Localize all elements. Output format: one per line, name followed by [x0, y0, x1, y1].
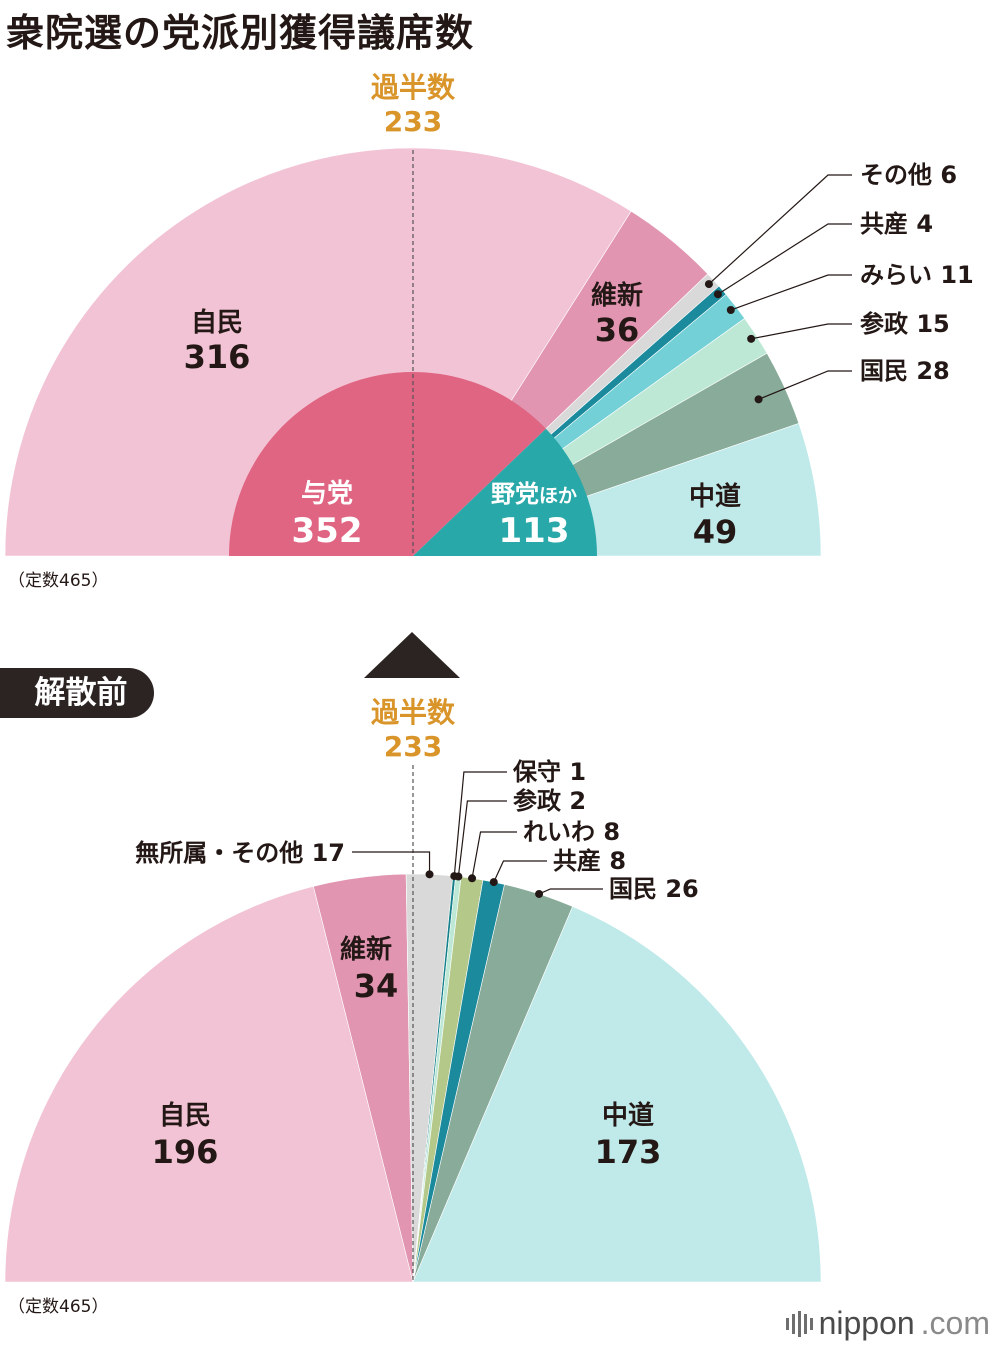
slice-name-label: 中道 — [602, 1100, 654, 1131]
callout-leader — [538, 888, 603, 895]
slice-name-label: 維新 — [591, 280, 643, 311]
slice-name-label: 自民 — [159, 1100, 211, 1131]
slice-value-label: 49 — [693, 513, 738, 551]
callout-label: 共産 8 — [553, 847, 626, 875]
slice-name-label: 野党ほか — [491, 480, 577, 508]
callout-leader — [751, 323, 852, 340]
callout-leader — [708, 174, 852, 285]
slice-value-label: 36 — [595, 311, 640, 349]
logo-tld: .com — [920, 1305, 990, 1341]
slice-name-label: 与党 — [301, 479, 353, 509]
callout-label: 参政 15 — [860, 310, 950, 338]
majority-label: 過半数 — [371, 71, 456, 104]
callout-label: 無所属・その他 17 — [135, 839, 345, 867]
callout-dot — [454, 872, 463, 881]
slice-name-label: 維新 — [340, 934, 392, 965]
callout-dot — [704, 280, 713, 289]
callout-dot — [747, 334, 756, 343]
callout-label: みらい 11 — [860, 261, 974, 289]
callout-dot — [754, 395, 763, 404]
callout-label: その他 6 — [860, 161, 957, 189]
slice-value-label: 173 — [595, 1133, 662, 1171]
callout-leader — [493, 860, 547, 883]
inner-slice-野党ほか — [413, 428, 597, 556]
callout-leader — [471, 831, 517, 879]
slice-name-label: 中道 — [689, 481, 741, 512]
logo-brand: nippon — [818, 1305, 915, 1341]
majority-value: 233 — [384, 105, 442, 138]
callout-dot — [425, 870, 434, 879]
callout-leader — [717, 223, 852, 295]
callout-label: 参政 2 — [513, 787, 586, 815]
callout-dot — [468, 874, 477, 883]
callout-label: 国民 28 — [860, 357, 950, 385]
inner-slice-与党 — [229, 372, 546, 556]
slice-name-label-small: ほか — [539, 485, 577, 507]
callout-leader — [730, 274, 852, 311]
callout-leader — [457, 800, 507, 877]
outer-slice-自民 — [4, 885, 414, 1283]
majority-value: 233 — [384, 730, 442, 763]
seat-total-note: （定数465） — [8, 571, 109, 591]
callout-dot — [535, 889, 544, 898]
callout-label: 国民 26 — [609, 875, 699, 903]
nippon-logo: nippon .com — [785, 1305, 990, 1342]
callout-dot — [713, 290, 722, 299]
callout-leader — [453, 771, 507, 877]
callout-label: 共産 4 — [860, 210, 933, 238]
slice-value-label: 196 — [152, 1133, 219, 1171]
logo-bars-icon — [785, 1310, 813, 1337]
page-title: 衆院選の党派別獲得議席数 — [6, 11, 475, 55]
majority-label: 過半数 — [371, 696, 456, 729]
callout-dot — [726, 306, 735, 315]
callout-leader — [352, 851, 431, 875]
callout-leader — [758, 370, 852, 400]
slice-name-label: 自民 — [191, 307, 243, 338]
callout-label: 保守 1 — [512, 758, 586, 786]
callout-label: れいわ 8 — [523, 818, 620, 846]
seat-total-note: （定数465） — [8, 1297, 109, 1317]
callout-dot — [489, 878, 498, 887]
slice-value-label: 113 — [499, 511, 570, 551]
outer-slice-中道 — [412, 906, 822, 1283]
slice-value-label: 352 — [292, 511, 363, 551]
slice-value-label: 34 — [354, 967, 399, 1005]
before-dissolution-badge: 解散前 — [0, 668, 154, 718]
slice-value-label: 316 — [184, 338, 251, 376]
up-arrow-icon — [364, 632, 460, 678]
